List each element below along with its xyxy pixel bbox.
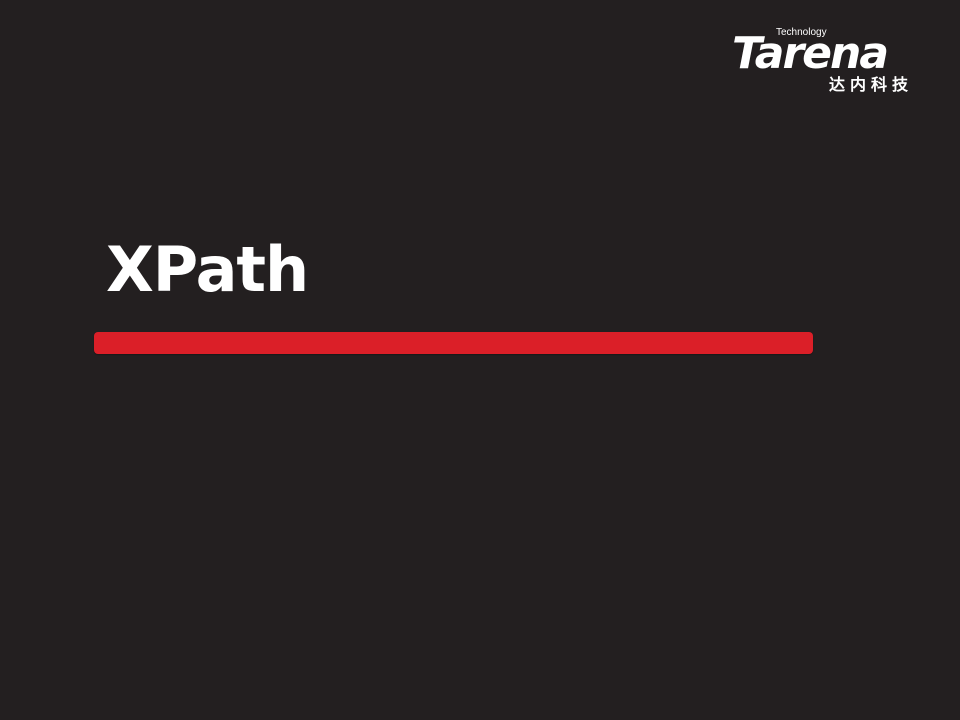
logo-chinese-name: 达内科技 [829,75,914,94]
slide-title: XPath [106,233,309,306]
logo-tagline: Technology [776,27,827,38]
logo-wordmark: Tarena [732,28,889,79]
tarena-logo: Technology Tarena 达内科技 [730,26,930,98]
title-divider [94,332,813,354]
